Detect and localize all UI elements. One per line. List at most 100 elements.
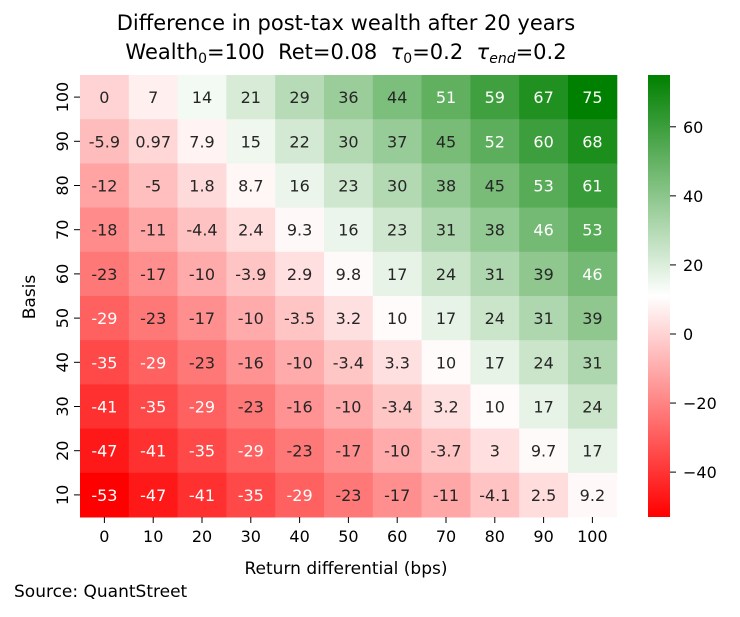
y-tick-label: 30: [53, 396, 72, 416]
heatmap-cell: [226, 207, 276, 253]
subtitle-tauend-value: =0.2: [515, 40, 567, 64]
cell-value-label: -16: [287, 398, 313, 417]
heatmap-cell: [226, 340, 276, 385]
heatmap-cell: [372, 163, 423, 209]
heatmap-cell: [128, 207, 179, 253]
heatmap-cell: [568, 384, 618, 430]
heatmap-cell: [421, 384, 471, 430]
heatmap-cell: [372, 472, 423, 518]
heatmap-cell: [80, 296, 130, 341]
cell-value-label: 68: [582, 132, 602, 151]
heatmap-cell: [177, 251, 227, 297]
heatmap-cell: [275, 472, 325, 518]
heatmap-cell: [421, 251, 471, 297]
cell-value-label: 17: [387, 265, 407, 284]
cell-value-label: 67: [533, 88, 553, 107]
colorbar-tick-label: −40: [683, 463, 717, 482]
heatmap-cell: [568, 163, 618, 209]
cell-value-label: 10: [485, 398, 505, 417]
cell-value-label: 23: [338, 177, 358, 196]
heatmap-cells: 0 7 14 21 29 36 44 51 59 67 75 -5.9 0.97 7.9 15 22 30 37 4…: [80, 75, 618, 518]
cell-value-label: 2.4: [238, 221, 263, 240]
cell-value-label: 52: [485, 132, 505, 151]
x-tick-label: 30: [241, 527, 261, 546]
heatmap-cell: [275, 340, 325, 385]
cell-value-label: -41: [189, 486, 215, 505]
cell-value-label: -11: [140, 221, 166, 240]
heatmap-cell: [568, 207, 618, 253]
y-axis: 100 90 80 70 60 50 40 30 20 10: [53, 82, 80, 505]
heatmap-cell: [177, 75, 227, 120]
cell-value-label: -47: [140, 486, 166, 505]
cell-value-label: -29: [91, 309, 117, 328]
heatmap-cell: [275, 384, 325, 430]
colorbar-tick-label: −20: [683, 394, 717, 413]
heatmap-cell: [275, 251, 325, 297]
heatmap-cell: [177, 296, 227, 341]
heatmap-cell: [80, 251, 130, 297]
cell-value-label: -16: [238, 353, 264, 372]
cell-value-label: 24: [582, 398, 602, 417]
cell-value-label: -17: [140, 265, 166, 284]
cell-value-label: 17: [485, 353, 505, 372]
cell-value-label: -23: [335, 486, 361, 505]
colorbar-tick-label: 60: [683, 118, 703, 137]
cell-value-label: -35: [91, 353, 117, 372]
x-tick-label: 0: [99, 527, 109, 546]
x-tick-label: 10: [143, 527, 163, 546]
heatmap-cell: [470, 296, 520, 341]
heatmap-cell: [226, 251, 276, 297]
cell-value-label: 51: [436, 88, 456, 107]
heatmap-cell: [80, 163, 130, 209]
heatmap-cell: [421, 163, 471, 209]
colorbar-tick-label: 0: [683, 325, 693, 344]
cell-value-label: -4.1: [479, 486, 510, 505]
y-tick-label: 20: [53, 441, 72, 461]
cell-value-label: 9.8: [336, 265, 361, 284]
heatmap-cell: [275, 163, 325, 209]
cell-value-label: 75: [582, 88, 602, 107]
heatmap-cell: [324, 384, 374, 430]
heatmap-cell: [80, 207, 130, 253]
cell-value-label: -35: [189, 442, 215, 461]
cell-value-label: 17: [582, 442, 602, 461]
subtitle-tauend-symbol: τ: [476, 40, 490, 64]
cell-value-label: -10: [335, 398, 361, 417]
cell-value-label: 24: [485, 309, 505, 328]
y-tick-label: 60: [53, 264, 72, 284]
heatmap-cell: [177, 472, 227, 518]
heatmap-cell: [226, 296, 276, 341]
cell-value-label: 9.3: [287, 221, 312, 240]
heatmap-cell: [421, 119, 471, 164]
cell-value-label: -29: [238, 442, 264, 461]
heatmap-cell: [128, 75, 179, 120]
heatmap-cell: [275, 75, 325, 120]
x-tick-label: 20: [192, 527, 212, 546]
heatmap-cell: [128, 384, 179, 430]
cell-value-label: 7.9: [189, 132, 214, 151]
cell-value-label: -4.4: [186, 221, 217, 240]
cell-value-label: -53: [91, 486, 117, 505]
cell-value-label: 31: [436, 221, 456, 240]
subtitle-tau0-value: =0.2: [412, 40, 464, 64]
heatmap-cell: [324, 251, 374, 297]
heatmap-cell: [177, 119, 227, 164]
y-tick-label: 90: [53, 131, 72, 151]
heatmap-cell: [80, 340, 130, 385]
cell-value-label: 23: [387, 221, 407, 240]
y-tick-label: 100: [53, 82, 72, 113]
heatmap-cell: [568, 472, 618, 518]
heatmap-cell: [80, 384, 130, 430]
y-axis-label: Basis: [20, 275, 40, 320]
chart-title: Difference in post-tax wealth after 20 y…: [116, 11, 576, 35]
heatmap-cell: [177, 207, 227, 253]
heatmap-cell: [80, 428, 130, 474]
cell-value-label: -3.5: [284, 309, 315, 328]
heatmap-cell: [470, 251, 520, 297]
subtitle-wealth: Wealth: [125, 40, 199, 64]
heatmap-cell: [372, 340, 423, 385]
cell-value-label: 3.2: [433, 398, 458, 417]
heatmap-cell: [421, 472, 471, 518]
heatmap-cell: [324, 119, 374, 164]
heatmap-cell: [470, 384, 520, 430]
